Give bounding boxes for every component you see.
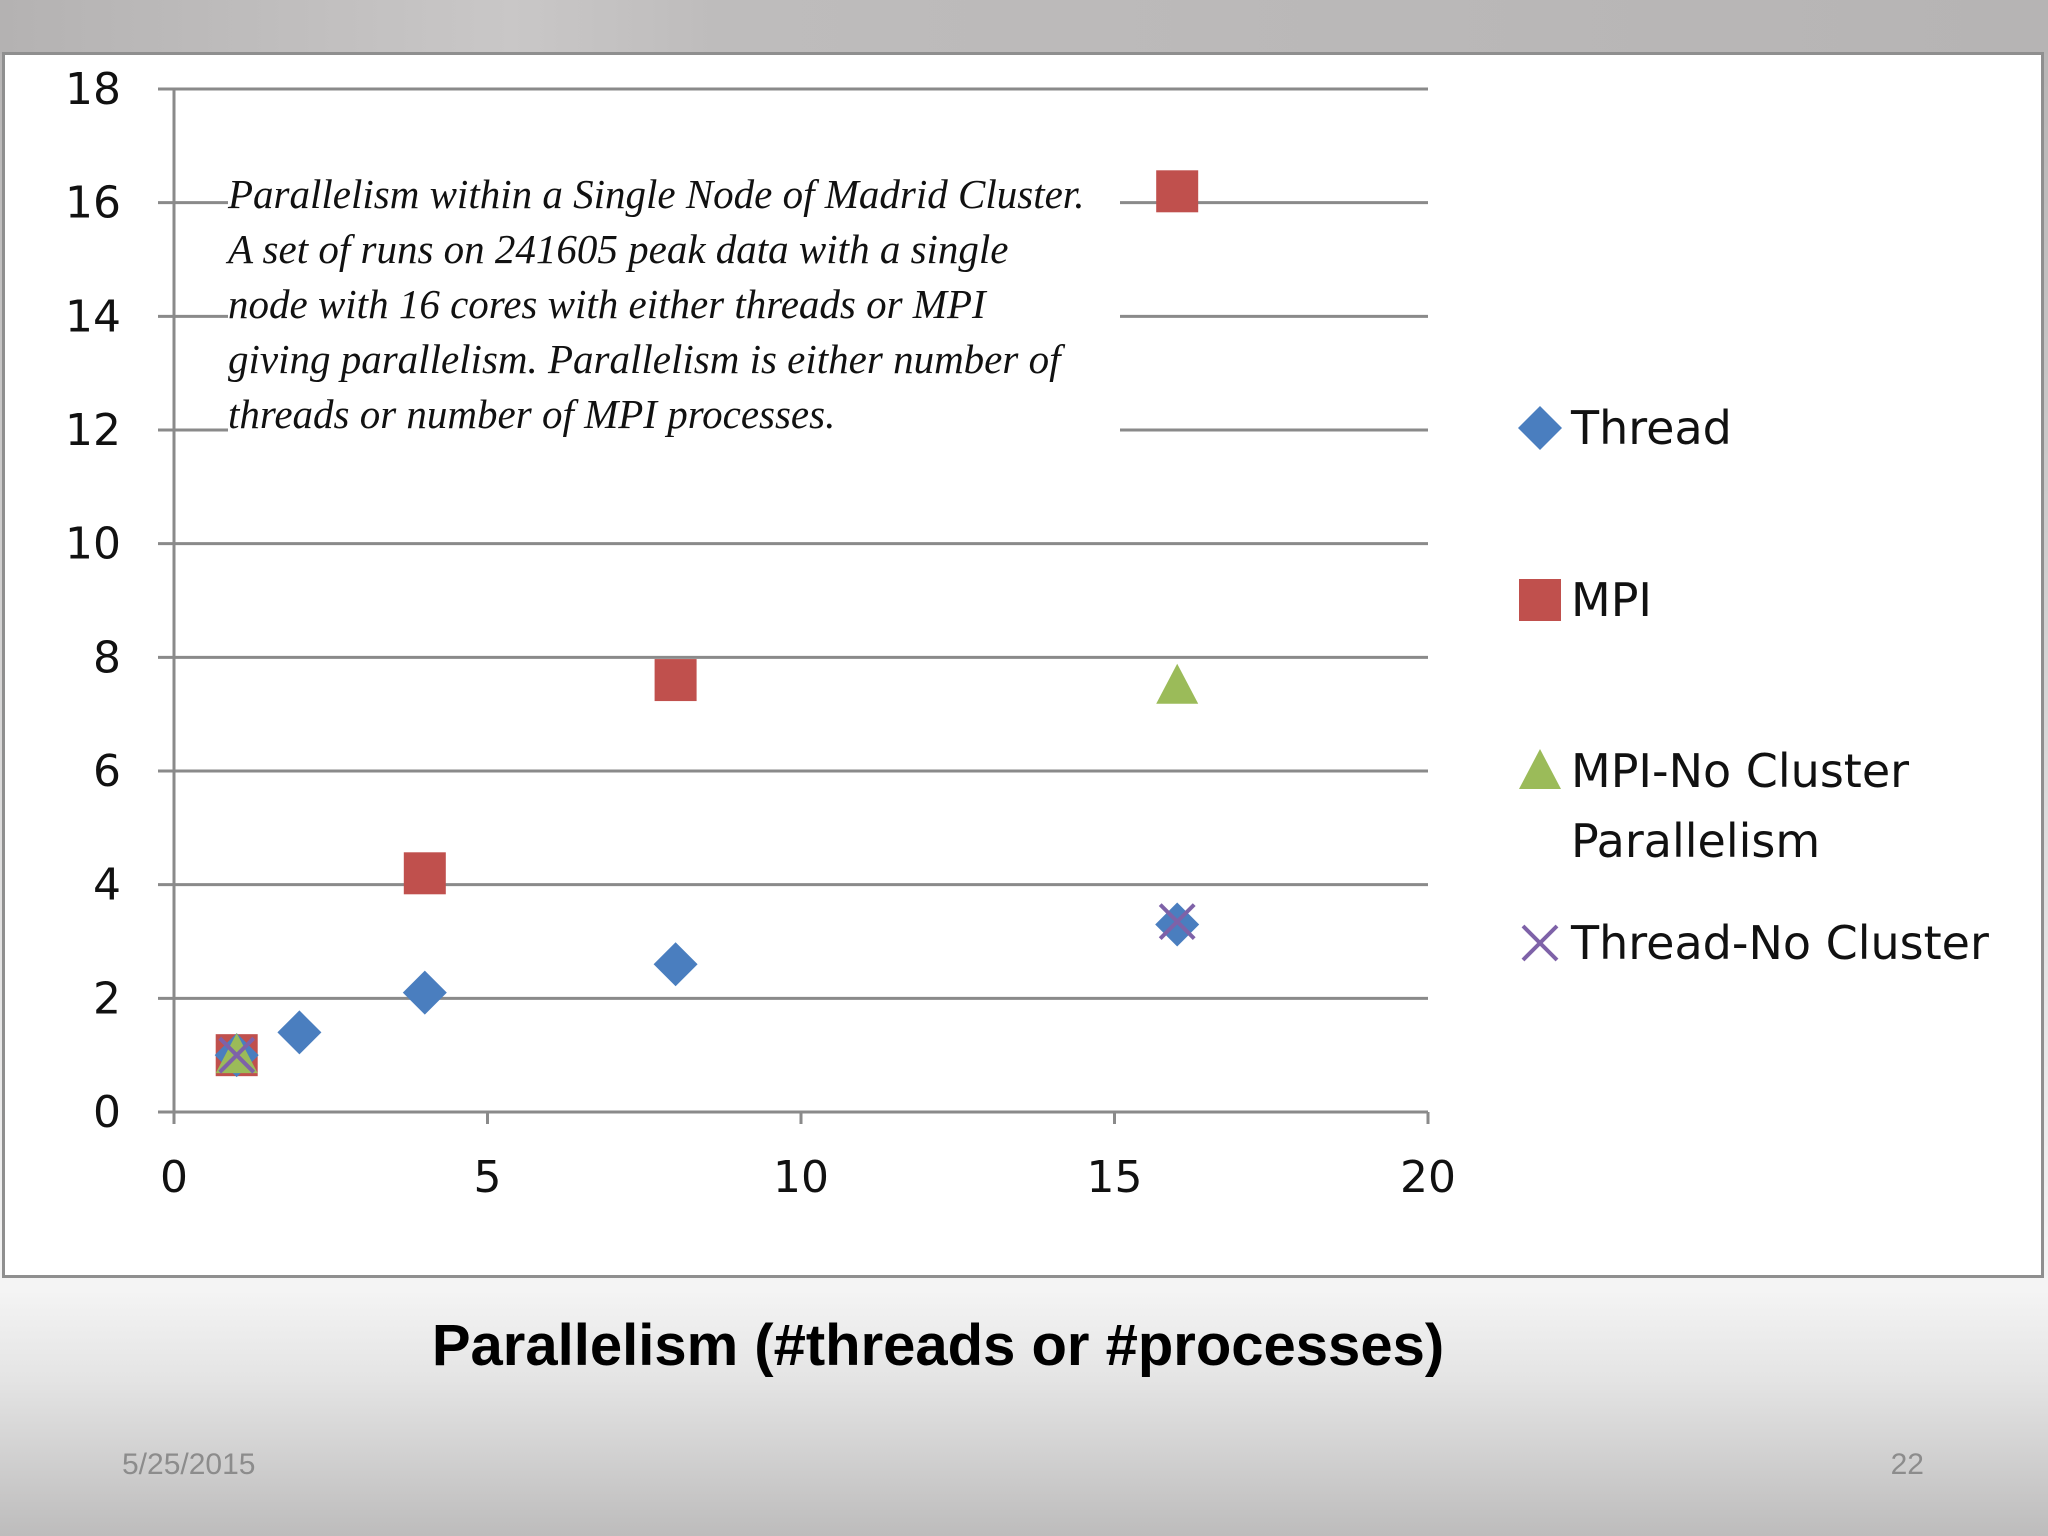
x-tick-label-20: 20 [1400,1152,1456,1203]
slide-number: 22 [1890,1448,1924,1481]
legend-marker-thread-no-cluster-stroke-b [1521,924,1559,962]
legend-marker-mpi [1519,579,1561,621]
x-tick-label-15: 15 [1087,1152,1143,1203]
data-marks [214,170,1200,1078]
point-thread-3 [653,942,698,987]
legend-label-thread-no-cluster: Thread-No Cluster [1570,916,1989,970]
y-tick-label-6: 6 [93,746,121,797]
point-thread-4 [1155,902,1200,947]
y-tick-label-4: 4 [93,860,121,911]
chart-title: Parallelism within a Single Node of Madr… [228,167,1120,442]
point-thread-2 [402,970,447,1015]
x-tick-label-0: 0 [160,1152,188,1203]
y-tick-label-16: 16 [65,178,121,229]
point-mpi-2 [654,659,697,702]
axes: 0 2 4 6 8 10 12 14 16 18 0 5 10 15 20 [65,64,1456,1203]
point-mpi-1 [403,852,446,895]
legend-marker-thread [1518,406,1562,450]
legend-label-mpi: MPI [1571,573,1652,627]
point-thread-no-cluster-0 [218,1036,256,1074]
legend: Thread MPI MPI-No Cluster Parallelism Thread… [1518,401,1989,970]
legend-label-thread: Thread [1570,401,1732,455]
point-mpi-no-cluster-parallelism-1 [1156,663,1199,704]
y-tick-label-14: 14 [65,291,121,342]
x-tick-label-10: 10 [773,1152,829,1203]
point-thread-no-cluster-1 [1158,903,1196,941]
x-tick-label-5: 5 [474,1152,502,1203]
point-mpi-3 [1156,170,1199,213]
legend-label-mpi-no-cluster-parallelism: MPI-No Cluster Parallelism [1571,744,1909,868]
slide-date: 5/25/2015 [122,1448,256,1481]
slide-top-banner [0,0,2048,54]
chart-frame: 0 2 4 6 8 10 12 14 16 18 0 5 10 15 20 Thread MPI MPI-No … [2,52,2044,1278]
y-tick-label-8: 8 [93,632,121,683]
point-thread-no-cluster-0-stroke-b [218,1036,256,1074]
x-axis-label: Parallelism (#threads or #processes) [431,1313,1445,1378]
legend-marker-thread-no-cluster [1521,924,1559,962]
point-thread-no-cluster-1-stroke-b [1158,903,1196,941]
y-tick-label-0: 0 [93,1087,121,1138]
y-tick-label-18: 18 [65,64,121,115]
y-tick-label-2: 2 [93,973,121,1024]
y-tick-label-10: 10 [65,519,121,570]
point-thread-1 [277,1010,322,1055]
y-tick-label-12: 12 [65,405,121,456]
legend-marker-mpi-no-cluster-parallelism [1519,749,1561,789]
